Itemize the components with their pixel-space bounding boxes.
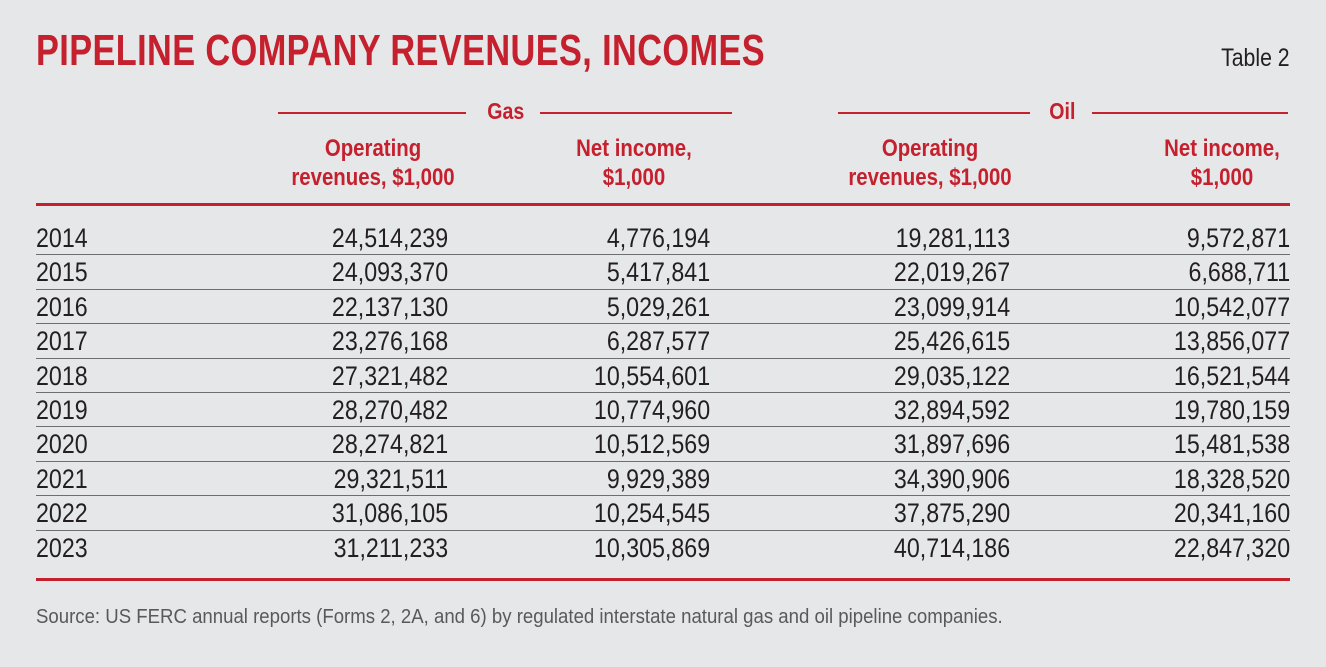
cell-gas-operating-revenues: 29,321,511	[333, 463, 448, 494]
table-row: 2019 28,270,482 10,774,960 32,894,592 19,780…	[36, 393, 1290, 428]
header-line: revenues, $1,000	[848, 164, 1012, 191]
cell-oil-operating-revenues: 34,390,906	[893, 463, 1010, 494]
cell-oil-operating-revenues: 32,894,592	[893, 395, 1010, 425]
cell-oil-operating-revenues: 29,035,122	[893, 360, 1010, 391]
header-rule	[36, 203, 1290, 206]
cell-gas-net-income: 4,776,194	[606, 223, 710, 253]
table-row: 2022 31,086,105 10,254,545 37,875,290 20,341…	[36, 496, 1290, 531]
source-note: Source: US FERC annual reports (Forms 2,…	[36, 606, 1003, 628]
cell-oil-operating-revenues: 22,019,267	[893, 257, 1010, 288]
cell-oil-net-income: 15,481,538	[1173, 429, 1290, 460]
header-line: revenues, $1,000	[291, 164, 455, 191]
header-gas-operating-revenues: Operating revenues, $1,000	[263, 134, 484, 192]
cell-year: 2014	[36, 223, 88, 253]
cell-oil-net-income: 6,688,711	[1188, 257, 1290, 288]
cell-year: 2022	[36, 498, 88, 529]
table-row: 2017 23,276,168 6,287,577 25,426,615 13,856,…	[36, 324, 1290, 359]
cell-oil-operating-revenues: 23,099,914	[893, 291, 1010, 322]
cell-oil-operating-revenues: 37,875,290	[893, 498, 1010, 529]
cell-year: 2018	[36, 360, 88, 391]
table-title: PIPELINE COMPANY REVENUES, INCOMES	[36, 26, 766, 75]
cell-gas-net-income: 10,512,569	[593, 429, 710, 460]
cell-year: 2019	[36, 395, 88, 425]
cell-oil-net-income: 10,542,077	[1173, 291, 1290, 322]
cell-year: 2023	[36, 532, 88, 563]
cell-gas-operating-revenues: 27,321,482	[331, 360, 448, 391]
cell-year: 2015	[36, 257, 88, 288]
gas-group-header: Gas	[487, 98, 525, 124]
cell-oil-operating-revenues: 25,426,615	[893, 326, 1010, 357]
table-row: 2014 24,514,239 4,776,194 19,281,113 9,572,8…	[36, 221, 1290, 256]
cell-year: 2017	[36, 326, 88, 357]
cell-oil-net-income: 22,847,320	[1173, 532, 1290, 563]
cell-gas-operating-revenues: 22,137,130	[331, 291, 448, 322]
cell-gas-operating-revenues: 24,514,239	[331, 223, 448, 253]
header-line: Operating	[324, 135, 422, 162]
cell-gas-net-income: 5,417,841	[606, 257, 710, 288]
gas-group-line-left	[278, 112, 466, 114]
table-row: 2021 29,321,511 9,929,389 34,390,906 18,328,…	[36, 462, 1290, 497]
cell-oil-net-income: 13,856,077	[1173, 326, 1290, 357]
oil-group-line-right	[1092, 112, 1288, 114]
table-row: 2023 31,211,233 10,305,869 40,714,186 22,847…	[36, 531, 1290, 565]
cell-oil-operating-revenues: 40,714,186	[893, 532, 1010, 563]
cell-gas-net-income: 10,305,869	[593, 532, 710, 563]
cell-gas-net-income: 10,774,960	[593, 395, 710, 425]
table-row: 2020 28,274,821 10,512,569 31,897,696 15,481…	[36, 427, 1290, 462]
cell-gas-net-income: 10,254,545	[593, 498, 710, 529]
header-line: Net income,	[576, 135, 692, 162]
cell-gas-net-income: 10,554,601	[593, 360, 710, 391]
oil-group-line-left	[838, 112, 1030, 114]
cell-year: 2021	[36, 463, 88, 494]
cell-gas-net-income: 6,287,577	[606, 326, 710, 357]
cell-gas-operating-revenues: 31,086,105	[331, 498, 448, 529]
cell-oil-net-income: 20,341,160	[1173, 498, 1290, 529]
oil-group-header: Oil	[1049, 98, 1076, 124]
header-line: $1,000	[1190, 164, 1254, 191]
header-oil-net-income: Net income, $1,000	[1112, 134, 1326, 192]
table-row: 2018 27,321,482 10,554,601 29,035,122 16,521…	[36, 359, 1290, 393]
cell-year: 2020	[36, 429, 88, 460]
header-line: Operating	[881, 135, 979, 162]
cell-gas-net-income: 9,929,389	[606, 463, 710, 494]
table-row: 2016 22,137,130 5,029,261 23,099,914 10,542,…	[36, 290, 1290, 325]
cell-oil-operating-revenues: 19,281,113	[895, 223, 1010, 253]
cell-gas-operating-revenues: 28,270,482	[331, 395, 448, 425]
cell-gas-operating-revenues: 24,093,370	[331, 257, 448, 288]
header-gas-net-income: Net income, $1,000	[524, 134, 745, 192]
header-line: Net income,	[1164, 135, 1280, 162]
cell-gas-operating-revenues: 23,276,168	[331, 326, 448, 357]
cell-year: 2016	[36, 291, 88, 322]
cell-oil-net-income: 19,780,159	[1173, 395, 1290, 425]
table-number-label: Table 2	[1221, 44, 1290, 72]
cell-gas-operating-revenues: 31,211,233	[333, 532, 448, 563]
cell-oil-net-income: 18,328,520	[1173, 463, 1290, 494]
footer-rule	[36, 578, 1290, 581]
header-line: $1,000	[602, 164, 666, 191]
cell-oil-net-income: 16,521,544	[1173, 360, 1290, 391]
table-row: 2015 24,093,370 5,417,841 22,019,267 6,688,7…	[36, 255, 1290, 290]
cell-oil-net-income: 9,572,871	[1186, 223, 1290, 253]
gas-group-line-right	[540, 112, 732, 114]
header-oil-operating-revenues: Operating revenues, $1,000	[820, 134, 1041, 192]
cell-oil-operating-revenues: 31,897,696	[893, 429, 1010, 460]
cell-gas-net-income: 5,029,261	[606, 291, 710, 322]
cell-gas-operating-revenues: 28,274,821	[331, 429, 448, 460]
